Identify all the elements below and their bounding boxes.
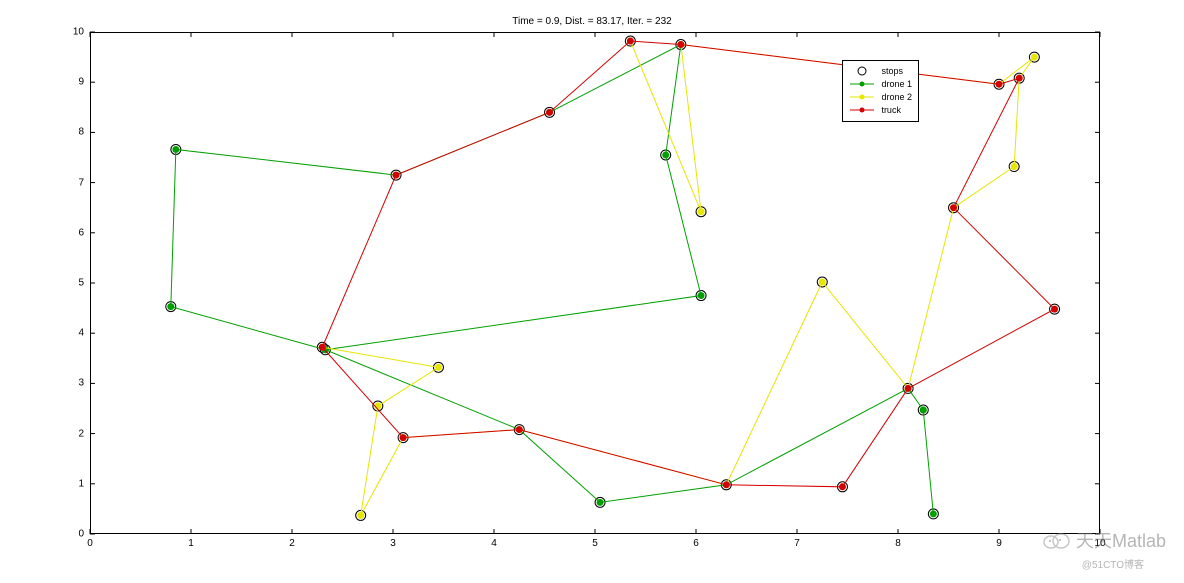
xtick-label: 0	[87, 538, 93, 549]
legend-swatch	[849, 91, 875, 103]
xtick-label: 3	[390, 538, 396, 549]
ytick-label: 8	[78, 127, 84, 138]
plot-canvas	[90, 32, 1100, 534]
series-line	[171, 45, 934, 514]
legend-entry: drone 2	[849, 91, 912, 104]
ytick-label: 3	[78, 378, 84, 389]
legend-swatch	[849, 104, 875, 116]
series-marker	[819, 278, 826, 285]
series-marker	[950, 204, 957, 211]
series-marker	[393, 172, 400, 179]
series-line	[322, 41, 1034, 515]
series-marker	[930, 510, 937, 517]
sub-watermark: @51CTO博客	[1082, 556, 1144, 571]
series-marker	[357, 512, 364, 519]
series-marker	[1016, 75, 1023, 82]
xtick-label: 1	[188, 538, 194, 549]
ytick-label: 10	[73, 27, 84, 38]
series-marker	[627, 38, 634, 45]
series-marker	[920, 407, 927, 414]
axes: stopsdrone 1drone 2truck 012345678910012…	[90, 32, 1100, 534]
xtick-label: 5	[592, 538, 598, 549]
series-marker	[172, 146, 179, 153]
ytick-label: 9	[78, 77, 84, 88]
series-marker	[723, 481, 730, 488]
series-marker	[905, 385, 912, 392]
figure: Time = 0.9, Dist. = 83.17, Iter. = 232 s…	[0, 0, 1184, 583]
watermark-text: 天天Matlab	[1076, 527, 1166, 553]
ytick-label: 1	[78, 478, 84, 489]
legend-label: drone 2	[881, 92, 912, 102]
series-marker	[400, 434, 407, 441]
ytick-label: 4	[78, 328, 84, 339]
legend: stops drone 1 drone 2 truck	[842, 60, 919, 122]
series-marker	[597, 499, 604, 506]
series-marker	[1031, 54, 1038, 61]
series-marker	[1011, 163, 1018, 170]
legend-entry: stops	[849, 65, 912, 78]
series-marker	[839, 483, 846, 490]
series-marker	[698, 208, 705, 215]
series-marker	[516, 426, 523, 433]
legend-entry: drone 1	[849, 78, 912, 91]
ytick-label: 5	[78, 278, 84, 289]
xtick-label: 7	[794, 538, 800, 549]
series-marker	[435, 364, 442, 371]
legend-swatch	[849, 78, 875, 90]
xtick-label: 4	[491, 538, 497, 549]
series-marker	[319, 344, 326, 351]
ytick-label: 6	[78, 227, 84, 238]
cloud-icon	[1042, 530, 1070, 550]
xtick-label: 9	[996, 538, 1002, 549]
chart-title: Time = 0.9, Dist. = 83.17, Iter. = 232	[0, 16, 1184, 27]
ytick-label: 7	[78, 177, 84, 188]
series-marker	[1051, 306, 1058, 313]
series-marker	[698, 292, 705, 299]
xtick-label: 6	[693, 538, 699, 549]
series-marker	[662, 151, 669, 158]
legend-entry: truck	[849, 104, 912, 117]
xtick-label: 8	[895, 538, 901, 549]
ytick-label: 0	[78, 529, 84, 540]
series-marker	[546, 109, 553, 116]
legend-label: stops	[881, 66, 903, 76]
series-marker	[167, 303, 174, 310]
legend-label: drone 1	[881, 79, 912, 89]
ytick-label: 2	[78, 428, 84, 439]
watermark: 天天Matlab	[1042, 527, 1166, 553]
series-marker	[677, 41, 684, 48]
legend-swatch	[849, 65, 875, 77]
series-marker	[996, 81, 1003, 88]
legend-label: truck	[881, 105, 901, 115]
xtick-label: 2	[289, 538, 295, 549]
